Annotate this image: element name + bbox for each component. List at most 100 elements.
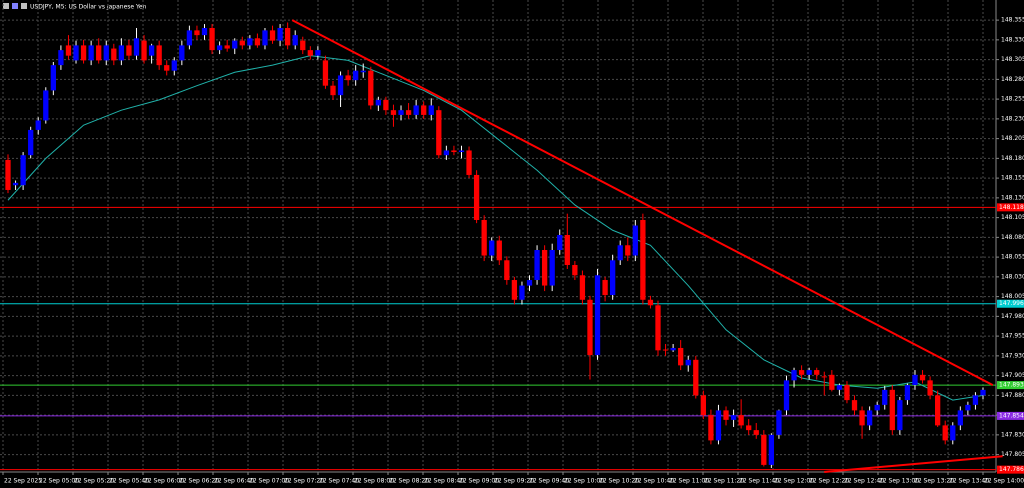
y-tick-label: 148.355 [1001,17,1024,24]
y-tick-label: 148.180 [1001,155,1024,162]
candle-body [126,45,132,56]
y-tick-label: 147.880 [1001,392,1024,399]
candle-body [269,30,276,41]
candle-body [277,28,283,41]
x-tick-label: 22 Sep 12:40 [844,478,884,485]
icon [21,3,27,9]
candle-body [164,65,170,71]
candle-body [632,225,638,256]
candle-body [368,70,374,106]
candle-body [88,45,94,61]
x-tick-label: 22 Sep 10:40 [634,478,674,485]
candle-body [111,48,117,61]
candle-body [889,389,895,431]
candle-body [458,150,465,153]
price-level-label: 148.118 [999,204,1024,211]
candle-body [179,45,185,61]
price-level-tag [997,203,1024,212]
candle-body [927,380,933,396]
candle-body [315,50,321,56]
x-tick-label: 22 Sep 2025 [4,478,42,485]
candle-body [678,347,684,366]
candle-body [186,30,193,46]
candle-body [5,159,11,190]
candle-body [247,38,253,46]
candle-body [942,425,948,441]
candle-body [715,410,722,441]
candle-body [232,40,238,49]
chart-title: USDJPY, M5: US Dollar vs Japanese Yen [30,4,147,11]
candle-body [383,99,389,111]
candle-body [103,45,109,61]
y-tick-label: 148.055 [1001,254,1024,261]
candle-body [904,385,911,401]
candle-body [935,395,941,426]
candle-body [65,45,72,56]
candle-body [511,280,518,300]
candle-body [738,415,744,426]
x-tick-label: 22 Sep 12:00 [774,478,814,485]
x-tick-label: 22 Sep 06:00 [144,478,184,485]
candle-body [118,45,125,61]
candle-body [874,404,880,411]
candle-body [625,245,631,256]
candle-body [708,415,714,441]
candle-body [798,370,805,375]
x-tick-label: 22 Sep 13:20 [914,478,954,485]
candle-body [58,50,64,66]
icon [3,3,9,9]
candle-body [534,250,540,281]
candle-body [28,129,34,156]
y-tick-label: 148.155 [1001,175,1024,182]
candle-body [972,395,979,405]
candle-body [330,85,336,96]
candle-body [466,150,472,175]
candle-body [262,30,268,46]
x-tick-label: 22 Sep 12:20 [809,478,849,485]
candle-body [360,70,366,73]
candle-body [610,260,616,296]
candle-body [844,385,850,401]
candle-body [526,280,533,286]
y-tick-label: 148.080 [1001,234,1024,241]
candle-body [254,38,261,46]
y-tick-label: 147.830 [1001,431,1024,438]
candle-body [300,40,306,51]
candle-body [617,245,623,261]
candle-body [307,50,313,56]
candle-body [557,234,563,251]
x-tick-label: 22 Sep 07:20 [284,478,324,485]
candle-body [504,260,510,281]
price-level-tag [997,465,1024,474]
y-tick-label: 148.205 [1001,135,1024,142]
candle-body [496,240,502,261]
candle-body [451,150,457,153]
candle-body [20,155,26,186]
trend-line [824,455,1003,473]
y-tick-label: 148.305 [1001,56,1024,63]
candle-body [897,400,903,431]
price-level-label: 147.786 [999,466,1024,473]
candle-body [723,410,729,420]
candle-body [239,40,245,46]
x-tick-label: 22 Sep 05:40 [109,478,149,485]
candle-body [980,389,986,396]
candle-body [761,434,767,465]
candle-body [564,234,570,266]
candle-body [919,374,926,381]
x-tick-label: 22 Sep 09:20 [494,478,534,485]
candle-body [375,99,381,106]
y-tick-label: 147.805 [1001,451,1024,458]
y-tick-label: 147.980 [1001,313,1024,320]
icon [12,3,18,9]
candle-body [693,359,699,396]
x-tick-label: 22 Sep 06:20 [179,478,219,485]
candle-body [640,219,646,300]
candle-body [489,240,495,256]
candle-body [814,370,820,375]
x-tick-label: 22 Sep 13:40 [949,478,989,485]
candle-body [156,45,162,66]
candle-body [806,370,812,375]
candle-body [594,275,601,356]
